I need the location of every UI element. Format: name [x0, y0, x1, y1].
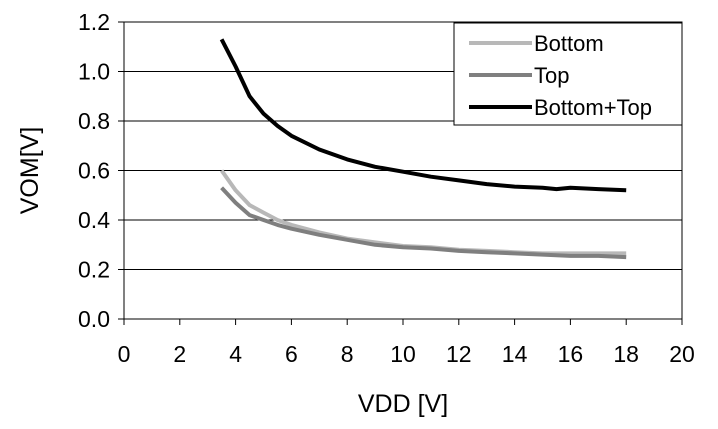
y-tick-label: 0.6 [78, 158, 110, 184]
x-tick-label: 14 [502, 341, 528, 367]
legend-label-2: Top [534, 63, 569, 88]
x-tick-label: 6 [285, 341, 298, 367]
series-line-3 [219, 38, 627, 193]
legend-label-3: Bottom+Top [534, 95, 652, 120]
y-tick-label: 0.0 [78, 306, 110, 332]
y-tick-label: 1.2 [78, 9, 110, 35]
x-tick-label: 18 [613, 341, 639, 367]
y-tick-label: 0.4 [78, 207, 110, 233]
series-line-1 [219, 169, 627, 256]
x-tick-label: 0 [118, 341, 131, 367]
legend: Bottom Top Bottom+Top [453, 22, 683, 126]
x-tick-label: 12 [446, 341, 472, 367]
x-tick-label: 16 [558, 341, 584, 367]
y-tick-label: 1.0 [78, 59, 110, 85]
series-layer [219, 38, 627, 260]
x-tick-label: 8 [341, 341, 354, 367]
series-line-2 [220, 186, 627, 260]
x-tick-label: 2 [173, 341, 186, 367]
y-tick-label: 0.2 [78, 257, 110, 283]
legend-label-1: Bottom [534, 31, 604, 56]
y-axis-label: VOM[V] [16, 127, 44, 215]
y-tick-label: 0.8 [78, 108, 110, 134]
x-axis: 0 2 4 6 8 10 12 14 16 18 20 [118, 319, 695, 367]
y-axis: 0.0 0.2 0.4 0.6 0.8 1.0 1.2 [78, 9, 124, 332]
x-tick-label: 4 [229, 341, 242, 367]
x-tick-label: 20 [669, 341, 695, 367]
x-axis-label: VDD [V] [358, 390, 448, 418]
x-tick-label: 10 [390, 341, 416, 367]
